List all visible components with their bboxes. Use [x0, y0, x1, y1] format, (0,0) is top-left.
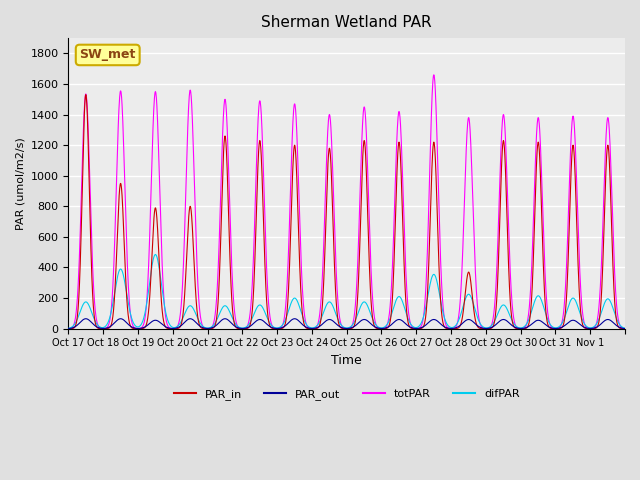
PAR_in [614, 322, 621, 328]
PAR_in [120, 241, 128, 247]
PAR_in [546, 325, 554, 331]
PAR_in [515, 326, 522, 332]
totPAR [380, 325, 388, 331]
Line: difPAR: difPAR [68, 254, 625, 328]
totPAR [65, 326, 72, 332]
PAR_out [546, 324, 554, 330]
Title: Sherman Wetland PAR: Sherman Wetland PAR [261, 15, 432, 30]
PAR_in [82, 92, 90, 97]
Legend: PAR_in, PAR_out, totPAR, difPAR: PAR_in, PAR_out, totPAR, difPAR [169, 384, 524, 405]
totPAR [613, 309, 621, 315]
PAR_out [120, 317, 128, 323]
PAR_out [241, 325, 248, 331]
totPAR [546, 321, 554, 327]
PAR_out [515, 325, 522, 331]
PAR_in [65, 326, 72, 332]
difPAR [65, 325, 72, 331]
difPAR [152, 252, 159, 257]
totPAR [120, 155, 128, 160]
Line: PAR_out: PAR_out [68, 319, 625, 328]
Y-axis label: PAR (umol/m2/s): PAR (umol/m2/s) [15, 137, 25, 230]
difPAR [380, 324, 388, 330]
difPAR [515, 324, 522, 330]
difPAR [613, 317, 621, 323]
Text: SW_met: SW_met [79, 48, 136, 61]
PAR_in [448, 326, 456, 332]
PAR_out [221, 316, 229, 322]
difPAR [621, 325, 629, 331]
totPAR [240, 325, 248, 331]
PAR_out [380, 325, 388, 331]
PAR_out [65, 325, 72, 331]
PAR_out [613, 323, 621, 329]
PAR_in [241, 326, 248, 332]
PAR_out [621, 325, 629, 331]
difPAR [546, 321, 554, 327]
Line: PAR_in: PAR_in [68, 95, 625, 329]
difPAR [120, 275, 128, 281]
totPAR [515, 325, 522, 331]
X-axis label: Time: Time [332, 354, 362, 367]
totPAR [430, 72, 438, 78]
totPAR [621, 326, 629, 332]
Line: totPAR: totPAR [68, 75, 625, 329]
difPAR [241, 325, 248, 331]
PAR_in [621, 326, 629, 332]
PAR_in [380, 326, 388, 332]
